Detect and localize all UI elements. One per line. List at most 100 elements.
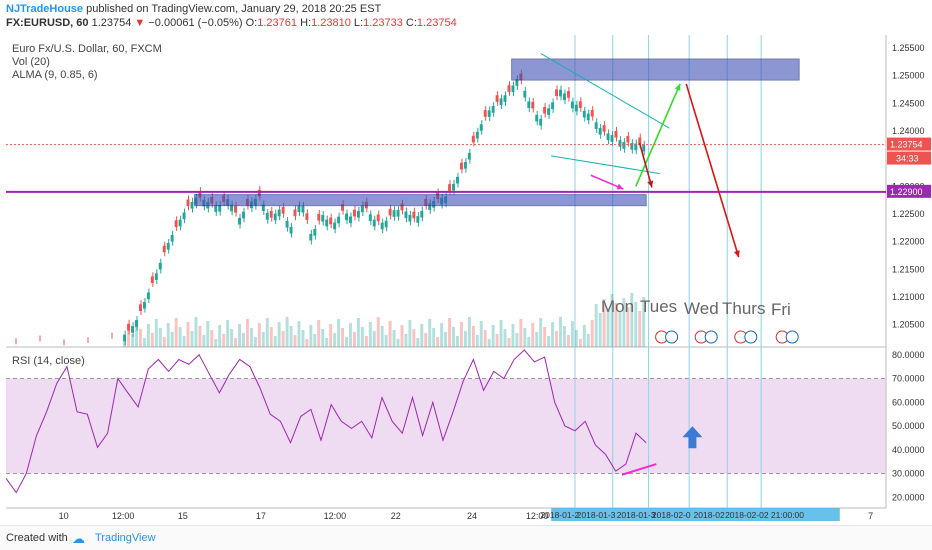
wedge-upper-line bbox=[540, 53, 670, 129]
volume-bar bbox=[471, 326, 475, 347]
chart-title: Euro Fx/U.S. Dollar, 60, FXCM bbox=[12, 43, 162, 55]
volume-bar bbox=[325, 338, 329, 347]
candle-body bbox=[618, 140, 622, 147]
volume-bar bbox=[162, 337, 166, 347]
publish-text: published on TradingView.com, January 29… bbox=[86, 3, 382, 15]
volume-bar bbox=[234, 338, 238, 347]
volume-bar bbox=[495, 334, 499, 347]
rsi-legend: RSI (14, close) bbox=[12, 355, 85, 367]
volume-bar bbox=[127, 325, 131, 347]
volume-bar bbox=[301, 330, 305, 347]
high-value: 1.23810 bbox=[311, 17, 351, 29]
candle-body bbox=[638, 137, 642, 145]
volume-bar bbox=[428, 319, 432, 347]
candle-body bbox=[531, 101, 535, 109]
volume-bar bbox=[574, 330, 578, 347]
candle-body bbox=[135, 320, 138, 327]
tradingview-logo-icon: ☁ bbox=[72, 531, 85, 546]
candle-body bbox=[349, 216, 352, 224]
candle-body bbox=[404, 211, 408, 219]
economic-event-icon bbox=[785, 330, 799, 344]
candle-body bbox=[416, 216, 420, 223]
open-label: O: bbox=[245, 17, 258, 29]
candle-body bbox=[368, 214, 372, 221]
volume-bar bbox=[487, 339, 491, 347]
price-tick-label: 1.21000 bbox=[892, 292, 925, 302]
candle-body bbox=[543, 106, 547, 114]
volume-bar bbox=[396, 339, 400, 347]
candle-body bbox=[475, 131, 479, 139]
volume-bar bbox=[598, 313, 602, 347]
candle-body bbox=[301, 205, 305, 213]
volume-bar bbox=[566, 335, 570, 347]
volume-bar bbox=[313, 334, 317, 347]
candle-body bbox=[495, 95, 499, 102]
volume-bar bbox=[131, 334, 135, 347]
close-label: C: bbox=[405, 17, 417, 29]
volume-bar bbox=[384, 335, 388, 347]
volume-bar bbox=[452, 327, 455, 347]
volume-bar bbox=[222, 334, 226, 347]
volume-bar bbox=[570, 321, 574, 347]
volume-bar bbox=[345, 337, 348, 347]
volume-bar bbox=[432, 328, 436, 347]
economic-event-icon bbox=[665, 330, 679, 344]
candle-body bbox=[277, 209, 281, 217]
projection-arrow-darkred bbox=[638, 142, 653, 188]
rsi-tick-label: 80.0000 bbox=[892, 350, 925, 360]
volume-bar bbox=[242, 333, 245, 347]
volume-bar bbox=[507, 338, 511, 347]
candle-body bbox=[594, 122, 598, 129]
candle-body bbox=[345, 213, 348, 221]
volume-bar bbox=[459, 322, 463, 347]
candle-body bbox=[392, 210, 396, 217]
candle-body bbox=[178, 219, 182, 227]
price-change: −0.00061 (−0.05%) bbox=[148, 17, 243, 29]
volume-bar bbox=[539, 318, 543, 347]
candle-body bbox=[170, 234, 174, 242]
candle-body bbox=[428, 203, 432, 210]
volume-bar bbox=[483, 330, 487, 347]
volume-bar bbox=[626, 307, 630, 347]
candle-body bbox=[162, 245, 166, 253]
candle-body bbox=[234, 205, 238, 213]
volume-bar bbox=[444, 332, 448, 347]
volume-bar bbox=[551, 322, 555, 347]
symbol: FX:EURUSD, 60 bbox=[6, 17, 89, 29]
projection-arrow-red bbox=[685, 83, 740, 258]
volume-bar bbox=[368, 322, 372, 347]
alma-legend: ALMA (9, 0.85, 6) bbox=[12, 69, 98, 81]
volume-bar bbox=[467, 317, 471, 347]
publisher-name[interactable]: NJTradeHouse bbox=[6, 3, 84, 15]
candle-body bbox=[230, 204, 234, 212]
chart-canvas[interactable]: 1.255001.250001.245001.240001.235001.230… bbox=[0, 30, 932, 526]
volume-bar bbox=[511, 324, 515, 347]
created-with-text: Created with bbox=[6, 532, 68, 544]
candle-body bbox=[539, 118, 543, 126]
volume-bar bbox=[297, 321, 301, 347]
candle-body bbox=[289, 226, 293, 234]
candle-body bbox=[321, 214, 325, 222]
rsi-tick-label: 20.0000 bbox=[892, 492, 925, 502]
candle-body bbox=[606, 133, 610, 141]
volume-bar bbox=[174, 318, 178, 347]
volume-bar bbox=[392, 330, 396, 347]
candle-body bbox=[511, 85, 515, 93]
candle-body bbox=[380, 222, 384, 230]
candle-body bbox=[356, 210, 360, 218]
candle-body bbox=[483, 110, 487, 117]
volume-bar bbox=[388, 321, 392, 347]
candle-body bbox=[602, 125, 606, 132]
candle-body bbox=[396, 209, 400, 217]
time-tick-label: 12:00 bbox=[112, 511, 135, 521]
volume-bar bbox=[634, 302, 638, 347]
volume-bar bbox=[479, 321, 483, 347]
volume-bar bbox=[638, 311, 642, 347]
candle-body bbox=[487, 110, 491, 117]
volume-bar bbox=[622, 298, 626, 347]
candle-body bbox=[297, 205, 301, 213]
tradingview-brand[interactable]: TradingView bbox=[95, 532, 156, 544]
candle-body bbox=[535, 114, 539, 122]
economic-event-icon bbox=[744, 330, 758, 344]
volume-bar bbox=[440, 323, 444, 347]
